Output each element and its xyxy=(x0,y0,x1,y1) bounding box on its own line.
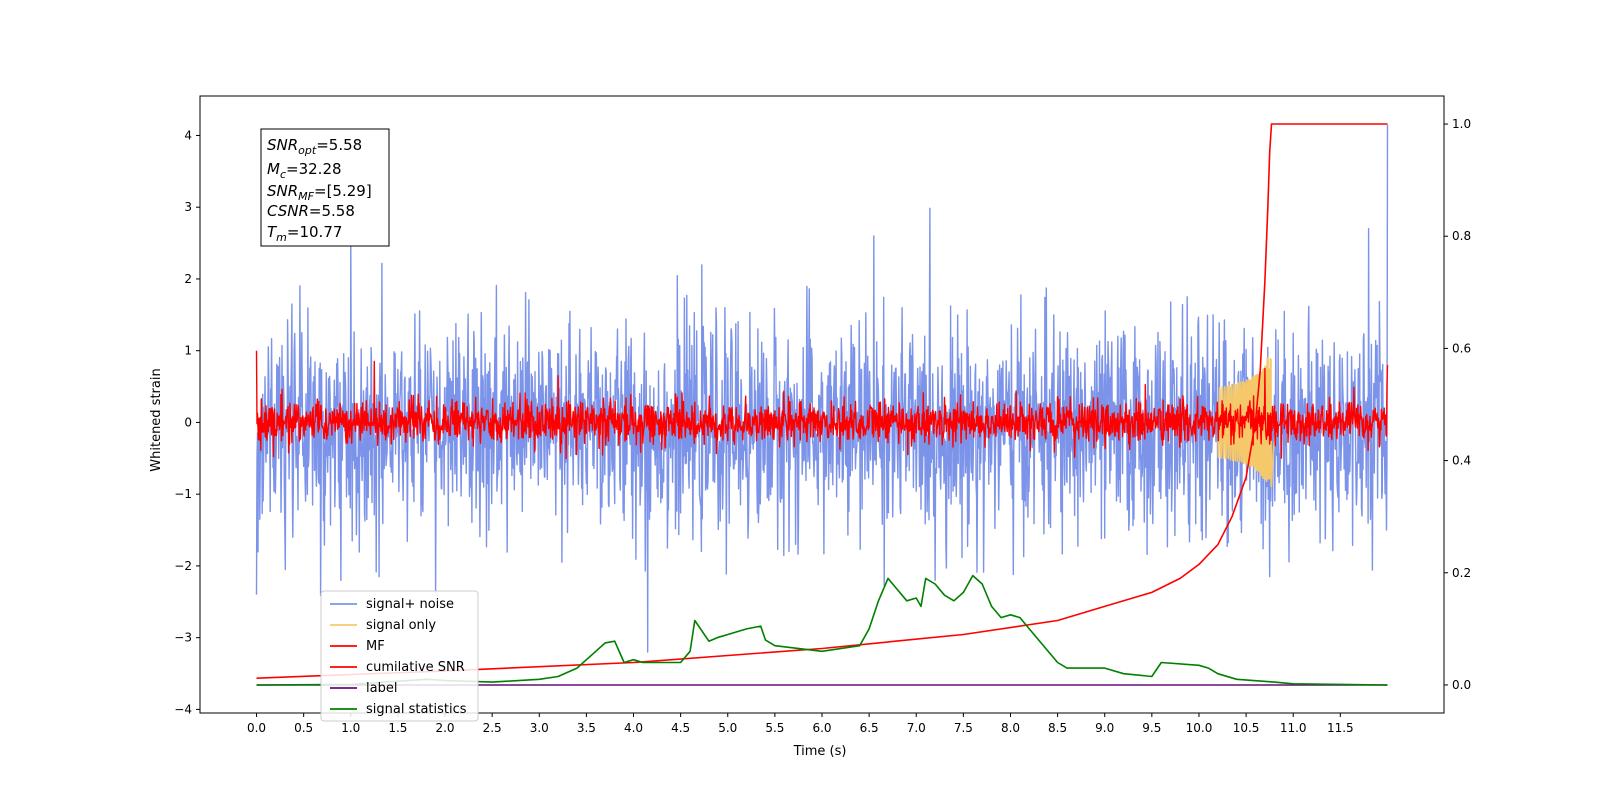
y-axis-label: Whitened strain xyxy=(149,368,164,471)
x-tick-label: 11.0 xyxy=(1280,721,1307,735)
y2-tick-label: 0.0 xyxy=(1452,678,1471,692)
y-tick-label: 2 xyxy=(184,272,192,286)
y-axis-right: 0.0 0.2 0.4 0.6 0.8 1.0 xyxy=(1444,117,1471,692)
y-tick-label: 3 xyxy=(184,200,192,214)
x-tick-label: 11.5 xyxy=(1327,721,1354,735)
x-tick-label: 6.5 xyxy=(860,721,879,735)
legend: signal+ noise signal only MF cumilative SNR… xyxy=(320,590,479,722)
x-tick-label: 8.5 xyxy=(1048,721,1067,735)
x-tick-label: 4.5 xyxy=(671,721,690,735)
x-axis-label: Time (s) xyxy=(793,744,847,759)
annotation-snr-opt: SNRopt=5.58 xyxy=(267,136,362,157)
x-tick-label: 7.0 xyxy=(907,721,926,735)
x-tick-label: 1.5 xyxy=(388,721,407,735)
annotation-mc: Mc=32.28 xyxy=(267,160,342,181)
x-tick-label: 8.0 xyxy=(1001,721,1020,735)
x-tick-label: 1.0 xyxy=(341,721,360,735)
series-line-signal-noise xyxy=(255,124,1389,653)
annotation-tm: Tm=10.77 xyxy=(267,223,342,244)
x-tick-label: 9.5 xyxy=(1142,721,1161,735)
legend-label: signal+ noise xyxy=(366,597,454,612)
y-tick-label: −2 xyxy=(174,559,192,573)
y-axis-left: −4 −3 −2 −1 0 1 2 3 4 xyxy=(174,128,200,716)
y2-tick-label: 0.4 xyxy=(1452,454,1471,468)
series-line-mf xyxy=(255,350,1389,460)
legend-label: signal statistics xyxy=(366,702,467,717)
y-tick-label: 0 xyxy=(184,415,192,429)
y2-tick-label: 0.2 xyxy=(1452,566,1471,580)
y-tick-label: −1 xyxy=(174,487,192,501)
y2-tick-label: 1.0 xyxy=(1452,117,1471,131)
y-tick-label: −3 xyxy=(174,631,192,645)
y-tick-label: −4 xyxy=(174,702,192,716)
x-tick-label: 2.0 xyxy=(435,721,454,735)
x-tick-label: 10.0 xyxy=(1186,721,1213,735)
annotation-csnr: CSNR=5.58 xyxy=(267,202,355,220)
x-tick-label: 7.5 xyxy=(954,721,973,735)
annotation-box: SNRopt=5.58 Mc=32.28 SNRMF=[5.29] CSNR=5… xyxy=(260,128,390,247)
series-line-signal-statistics xyxy=(256,574,1388,686)
y2-tick-label: 0.6 xyxy=(1452,341,1471,355)
legend-label: cumilative SNR xyxy=(366,660,465,675)
x-tick-label: 5.5 xyxy=(765,721,784,735)
series-line-signal-only xyxy=(1217,357,1285,488)
x-tick-label: 2.5 xyxy=(483,721,502,735)
x-tick-label: 6.0 xyxy=(812,721,831,735)
y-tick-label: 1 xyxy=(184,344,192,358)
x-tick-label: 3.5 xyxy=(577,721,596,735)
x-tick-label: 3.0 xyxy=(530,721,549,735)
x-axis: 0.0 0.5 1.0 1.5 2.0 2.5 3.0 3.5 4.0 4.5 5.0 5.5 6.0 6… xyxy=(247,713,1354,735)
legend-label: MF xyxy=(366,639,385,654)
y-tick-label: 4 xyxy=(184,128,192,142)
series-line-cumilative-snr xyxy=(256,123,1388,679)
legend-label: signal only xyxy=(366,618,436,633)
annotation-snr-mf: SNRMF=[5.29] xyxy=(267,182,372,203)
y2-tick-label: 0.8 xyxy=(1452,229,1471,243)
x-tick-label: 5.0 xyxy=(718,721,737,735)
x-tick-label: 10.5 xyxy=(1233,721,1260,735)
x-tick-label: 4.0 xyxy=(624,721,643,735)
x-tick-label: 0.5 xyxy=(294,721,313,735)
legend-label: label xyxy=(366,681,397,696)
x-tick-label: 0.0 xyxy=(247,721,266,735)
series-layer xyxy=(255,123,1389,686)
x-tick-label: 9.0 xyxy=(1095,721,1114,735)
